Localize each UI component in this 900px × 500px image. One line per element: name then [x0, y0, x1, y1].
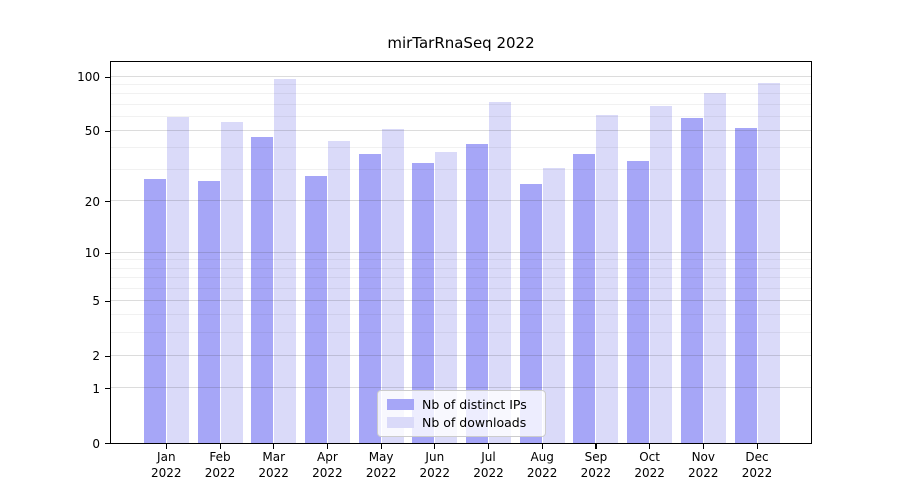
y-tick-mark-5 [105, 300, 110, 302]
y-tick-label-100: 100 [77, 70, 100, 85]
x-tick-mark-jul [488, 444, 490, 449]
y-tick-mark-10 [105, 252, 110, 254]
y-tick-label-2: 2 [92, 349, 100, 364]
x-tick-mark-jan [165, 444, 167, 449]
bar-downloads-aug [542, 167, 565, 443]
x-tick-mark-sep [595, 444, 597, 449]
x-tick-month: Oct [639, 450, 660, 464]
x-tick-year: 2022 [419, 466, 451, 480]
bar-downloads-nov [703, 93, 726, 443]
bar-downloads-jul [489, 102, 511, 443]
chart-title: mirTarRnaSeq 2022 [387, 34, 535, 52]
x-tick-label-nov: Nov 2022 [671, 449, 735, 481]
y-tick-mark-1 [105, 388, 110, 390]
y-tick-label-10: 10 [84, 246, 100, 261]
bar-downloads-may [381, 129, 404, 443]
x-tick-year: 2022 [204, 466, 236, 480]
x-tick-year: 2022 [151, 466, 182, 480]
bar-downloads-feb [220, 122, 243, 443]
x-tick-month: Apr [317, 450, 338, 464]
y-tick-mark-100 [105, 76, 110, 78]
x-tick-month: Dec [745, 450, 769, 464]
x-tick-mark-may [380, 444, 382, 449]
x-tick-label-jun: Jun 2022 [403, 449, 467, 481]
y-tick-label-5: 5 [92, 294, 100, 309]
y-tick-label-20: 20 [84, 194, 100, 209]
x-tick-label-dec: Dec 2022 [725, 449, 789, 481]
bar-downloads-mar [274, 79, 297, 443]
bar-downloads-jun [435, 152, 458, 443]
x-tick-label-apr: Apr 2022 [295, 449, 359, 481]
x-tick-month: Feb [209, 450, 231, 464]
x-tick-label-feb: Feb 2022 [188, 449, 252, 481]
bar-distinct-ips-nov [680, 118, 703, 443]
bar-downloads-oct [650, 105, 673, 443]
bar-downloads-apr [327, 140, 350, 443]
x-tick-month: Sep [584, 450, 608, 464]
x-tick-label-may: May 2022 [349, 449, 413, 481]
y-tick-label-50: 50 [84, 124, 100, 139]
y-tick-mark-20 [105, 201, 110, 203]
x-tick-year: 2022 [741, 466, 773, 480]
x-tick-mark-nov [702, 444, 704, 449]
legend: Nb of distinct IPs Nb of downloads [377, 390, 546, 437]
legend-item-distinct-ips: Nb of distinct IPs [387, 397, 536, 412]
x-tick-mark-dec [756, 444, 758, 449]
x-tick-label-oct: Oct 2022 [618, 449, 682, 481]
x-tick-label-mar: Mar 2022 [242, 449, 306, 481]
bar-distinct-ips-may [358, 154, 381, 443]
x-tick-month: Aug [530, 450, 554, 464]
y-tick-mark-50 [105, 130, 110, 133]
y-tick-mark-0 [105, 443, 110, 445]
x-tick-label-sep: Sep 2022 [564, 449, 628, 481]
bar-distinct-ips-aug [519, 184, 542, 443]
x-tick-year: 2022 [473, 466, 504, 480]
x-tick-year: 2022 [312, 466, 343, 480]
bar-distinct-ips-feb [197, 181, 220, 443]
x-tick-month: Jun [425, 450, 445, 464]
plot-area [110, 61, 812, 444]
bar-distinct-ips-mar [251, 137, 274, 443]
y-tick-label-0: 0 [92, 436, 100, 451]
bar-downloads-sep [596, 115, 619, 443]
x-tick-mark-jun [434, 444, 436, 449]
x-tick-year: 2022 [634, 466, 665, 480]
x-tick-month: Jul [481, 450, 496, 464]
x-tick-mark-feb [219, 444, 221, 449]
legend-swatch-distinct-ips [387, 398, 414, 410]
bar-distinct-ips-jun [412, 163, 435, 443]
x-tick-month: Mar [262, 450, 285, 464]
bar-distinct-ips-jan [143, 178, 166, 443]
x-tick-mark-oct [649, 444, 651, 449]
x-tick-month: Nov [691, 450, 715, 464]
bar-distinct-ips-sep [573, 154, 596, 443]
x-tick-mark-mar [273, 444, 275, 449]
bars-layer [111, 62, 811, 443]
x-tick-year: 2022 [526, 466, 558, 480]
bar-distinct-ips-jul [466, 144, 488, 443]
x-tick-year: 2022 [688, 466, 719, 480]
x-tick-mark-aug [541, 444, 543, 449]
x-tick-month: May [368, 450, 394, 464]
legend-label-downloads: Nb of downloads [422, 415, 527, 431]
x-tick-year: 2022 [580, 466, 612, 480]
x-tick-year: 2022 [258, 466, 289, 480]
bar-distinct-ips-apr [304, 175, 327, 443]
x-tick-label-jul: Jul 2022 [457, 449, 521, 481]
legend-swatch-downloads [387, 417, 414, 429]
x-tick-label-aug: Aug 2022 [510, 449, 574, 481]
x-tick-month: Jan [157, 450, 176, 464]
legend-label-distinct-ips: Nb of distinct IPs [422, 396, 527, 412]
bar-downloads-jan [166, 116, 189, 443]
bar-downloads-dec [757, 83, 780, 443]
y-tick-mark-2 [105, 355, 110, 357]
x-tick-mark-apr [326, 444, 329, 449]
legend-item-downloads: Nb of downloads [387, 415, 536, 430]
y-tick-label-1: 1 [92, 381, 100, 396]
x-tick-label-jan: Jan 2022 [134, 449, 198, 481]
x-tick-year: 2022 [365, 466, 397, 480]
bar-distinct-ips-oct [627, 160, 650, 443]
bar-distinct-ips-dec [734, 127, 757, 443]
